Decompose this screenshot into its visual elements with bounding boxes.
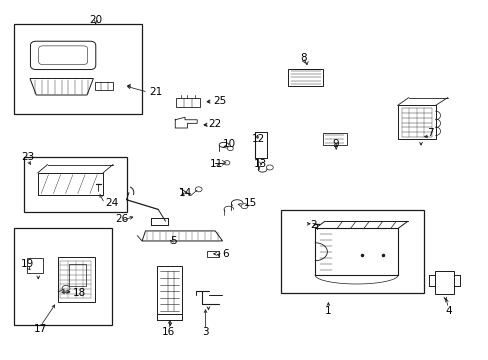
Bar bbox=[95, 82, 113, 90]
Text: 19: 19 bbox=[21, 259, 34, 269]
Bar bbox=[322, 133, 346, 145]
Text: 1: 1 bbox=[325, 306, 331, 316]
Text: 15: 15 bbox=[243, 198, 256, 208]
Bar bbox=[69, 264, 86, 286]
Text: 24: 24 bbox=[105, 198, 119, 208]
Text: 7: 7 bbox=[427, 129, 433, 138]
Bar bbox=[281, 211, 423, 293]
Text: 11: 11 bbox=[210, 159, 223, 169]
Text: 16: 16 bbox=[162, 327, 175, 337]
Text: 6: 6 bbox=[222, 248, 229, 258]
Bar bbox=[24, 157, 127, 212]
Text: 2: 2 bbox=[310, 220, 316, 230]
Bar bbox=[14, 24, 142, 114]
Text: 22: 22 bbox=[207, 120, 221, 129]
Text: 14: 14 bbox=[178, 188, 191, 198]
Bar bbox=[288, 69, 323, 86]
Text: 18: 18 bbox=[73, 288, 86, 298]
Bar bbox=[434, 271, 453, 294]
Bar bbox=[397, 105, 435, 139]
Text: 21: 21 bbox=[149, 87, 163, 97]
Text: 25: 25 bbox=[212, 96, 225, 106]
Text: 17: 17 bbox=[34, 324, 47, 334]
Text: 13: 13 bbox=[253, 159, 266, 169]
Text: 12: 12 bbox=[251, 134, 264, 144]
Text: 4: 4 bbox=[444, 306, 451, 316]
Text: 8: 8 bbox=[300, 53, 306, 63]
Bar bbox=[27, 258, 42, 273]
Text: 10: 10 bbox=[222, 139, 235, 149]
Text: 20: 20 bbox=[89, 15, 102, 26]
Text: 23: 23 bbox=[21, 152, 34, 162]
Text: 3: 3 bbox=[202, 327, 208, 337]
Bar bbox=[176, 98, 199, 107]
Bar bbox=[58, 257, 95, 302]
Bar bbox=[14, 228, 112, 325]
Text: 9: 9 bbox=[332, 139, 339, 149]
Text: 26: 26 bbox=[115, 215, 128, 224]
Bar bbox=[157, 266, 182, 315]
Bar bbox=[206, 251, 219, 257]
Text: 5: 5 bbox=[170, 236, 177, 246]
